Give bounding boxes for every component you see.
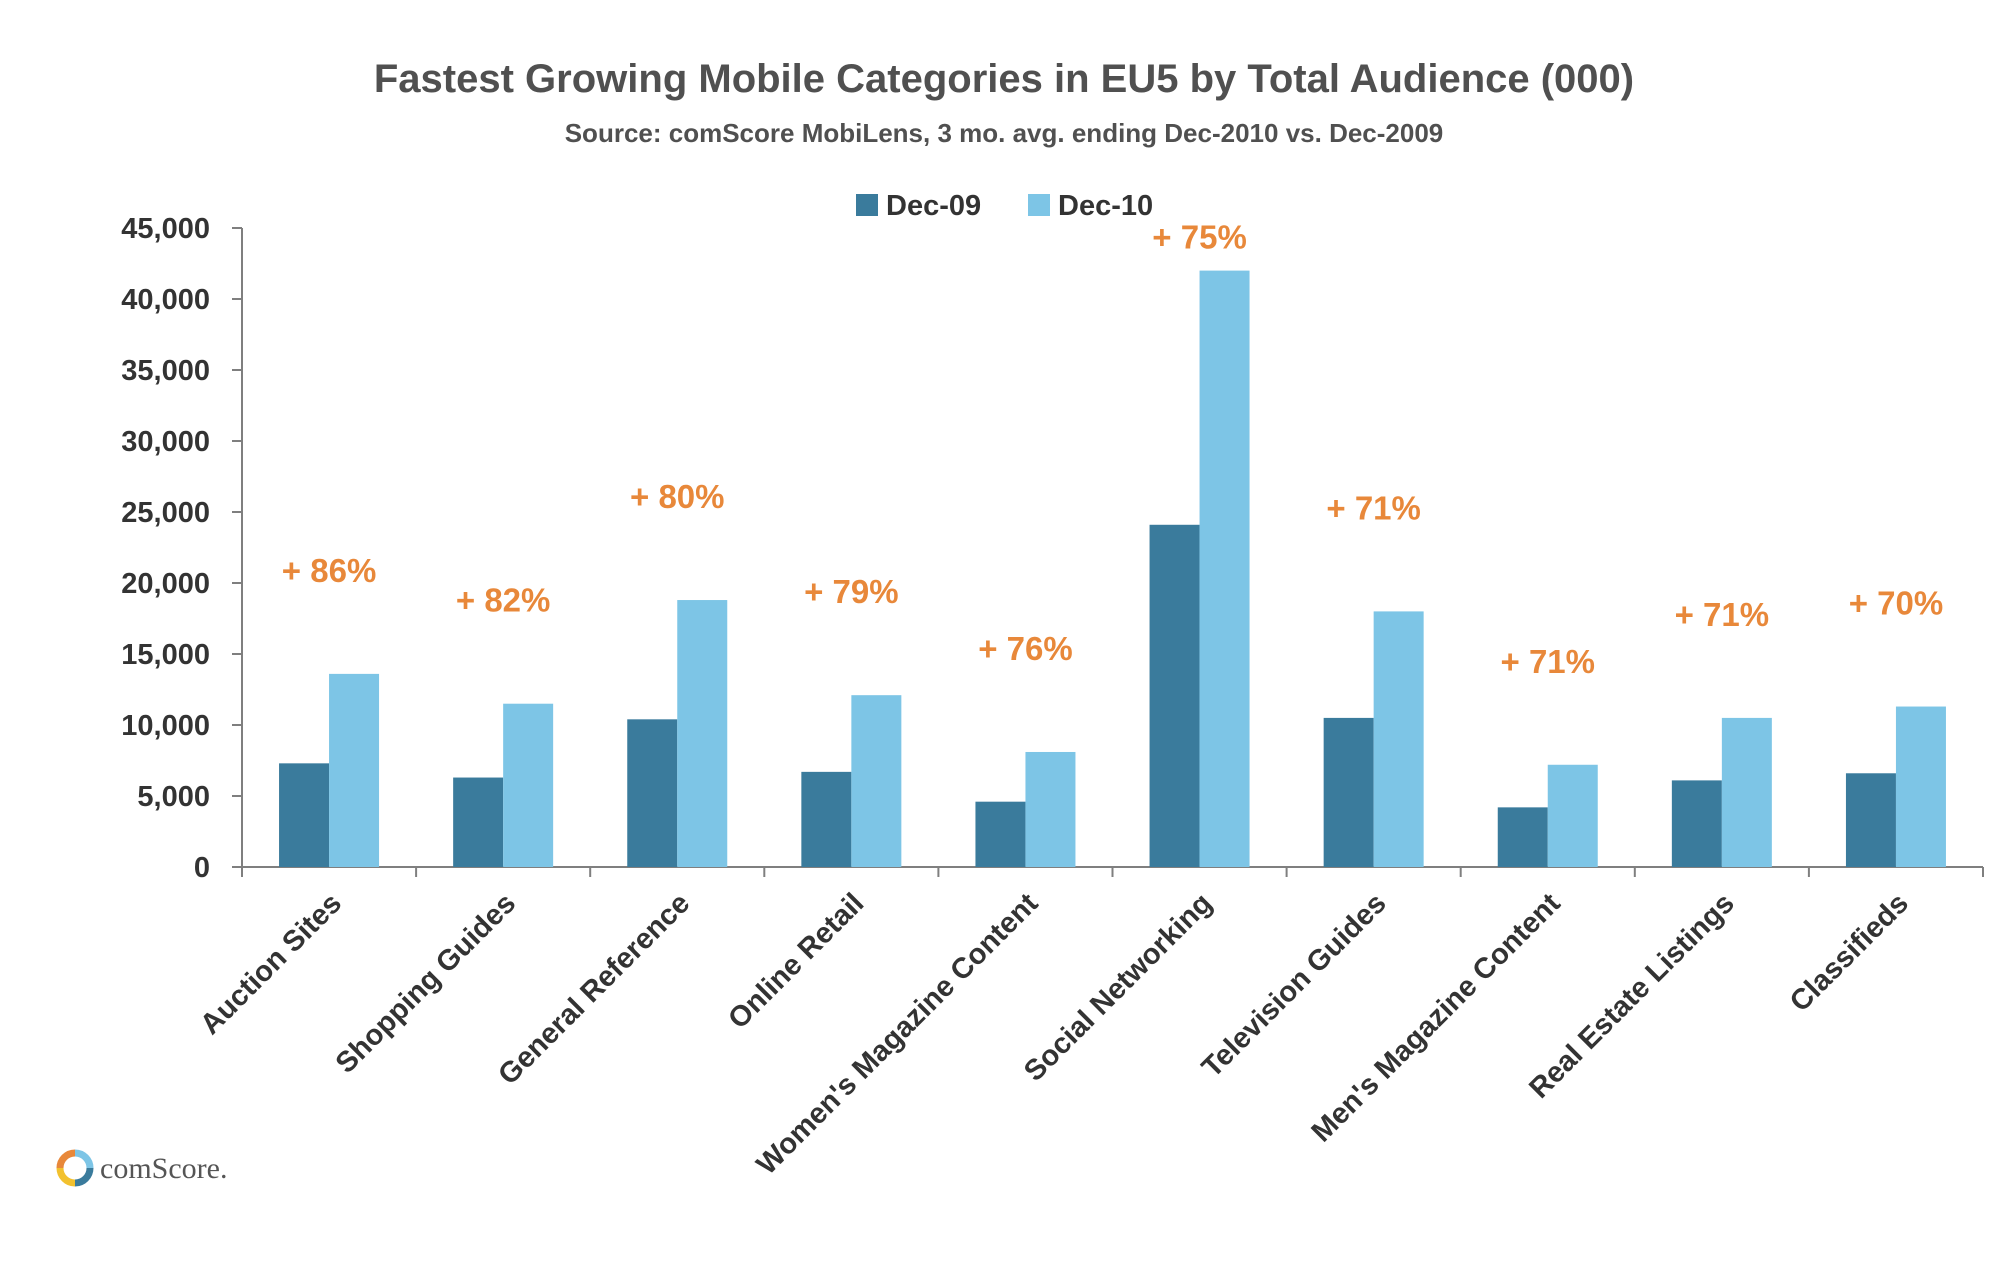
legend-swatch xyxy=(1028,194,1050,216)
bar-dec-09 xyxy=(279,763,330,867)
bar-dec-10 xyxy=(1025,751,1076,867)
chart-subtitle: Source: comScore MobiLens, 3 mo. avg. en… xyxy=(565,118,1444,148)
bar-dec-09 xyxy=(1845,773,1896,867)
bar-dec-09 xyxy=(1149,524,1200,867)
y-tick-label: 5,000 xyxy=(137,781,210,813)
y-tick-label: 30,000 xyxy=(121,426,210,458)
bar-dec-09 xyxy=(453,777,504,867)
growth-label: + 76% xyxy=(978,630,1073,667)
bar-dec-10 xyxy=(1199,270,1250,868)
bar-dec-09 xyxy=(1323,717,1374,867)
growth-label: + 82% xyxy=(456,582,551,619)
growth-label: + 86% xyxy=(282,552,377,589)
y-tick-label: 15,000 xyxy=(121,639,210,671)
x-category-label: Shopping Guides xyxy=(330,887,522,1079)
legend: Dec-09 Dec-10 xyxy=(856,190,1153,222)
y-tick-label: 45,000 xyxy=(121,213,210,245)
y-axis: 0 5,000 10,000 15,000 20,000 25,000 30,000 35,0… xyxy=(121,213,243,884)
growth-label: + 70% xyxy=(1849,585,1944,622)
growth-labels: + 86% + 82% + 80% + 79% + 76% + 75% + 71% + 71%… xyxy=(282,219,1943,680)
bar-dec-09 xyxy=(1671,780,1722,867)
y-tick-label: 40,000 xyxy=(121,284,210,316)
bar-dec-10 xyxy=(1895,706,1946,867)
y-tick-label: 10,000 xyxy=(121,710,210,742)
comscore-logo: comScore. xyxy=(56,1149,227,1187)
comscore-logo-icon xyxy=(56,1149,94,1187)
growth-label: + 75% xyxy=(1152,219,1247,256)
legend-label: Dec-10 xyxy=(1058,190,1153,222)
bar-dec-10 xyxy=(851,695,902,867)
bar-dec-09 xyxy=(975,801,1026,867)
legend-label: Dec-09 xyxy=(886,190,981,222)
bar-dec-09 xyxy=(627,719,678,867)
x-category-label: Classifieds xyxy=(1784,887,1915,1018)
x-category-label: General Reference xyxy=(492,887,696,1091)
growth-label: + 71% xyxy=(1675,596,1770,633)
growth-label: + 71% xyxy=(1501,643,1596,680)
y-tick-label: 0 xyxy=(194,852,210,884)
legend-swatch xyxy=(856,194,878,216)
x-category-label: Women's Magazine Content xyxy=(751,887,1045,1181)
x-category-label: Social Networking xyxy=(1018,887,1218,1087)
y-tick-label: 25,000 xyxy=(121,497,210,529)
bar-dec-09 xyxy=(1497,807,1548,867)
bar-dec-10 xyxy=(1721,717,1772,867)
chart-title: Fastest Growing Mobile Categories in EU5… xyxy=(374,57,1634,101)
growth-label: + 79% xyxy=(804,573,899,610)
x-category-label: Auction Sites xyxy=(194,887,348,1041)
bar-dec-10 xyxy=(1373,611,1424,867)
bars xyxy=(279,270,1946,868)
bar-dec-10 xyxy=(1547,764,1598,867)
y-tick-label: 35,000 xyxy=(121,355,210,387)
growth-label: + 80% xyxy=(630,478,725,515)
x-category-label: Online Retail xyxy=(722,887,870,1035)
growth-label: + 71% xyxy=(1326,489,1421,526)
x-category-label: Television Guides xyxy=(1196,887,1393,1084)
bar-dec-10 xyxy=(677,600,728,867)
comscore-logo-text: comScore. xyxy=(100,1152,227,1185)
bar-dec-10 xyxy=(329,673,380,867)
bar-dec-09 xyxy=(801,771,852,867)
y-tick-label: 20,000 xyxy=(121,568,210,600)
bar-dec-10 xyxy=(503,703,554,867)
